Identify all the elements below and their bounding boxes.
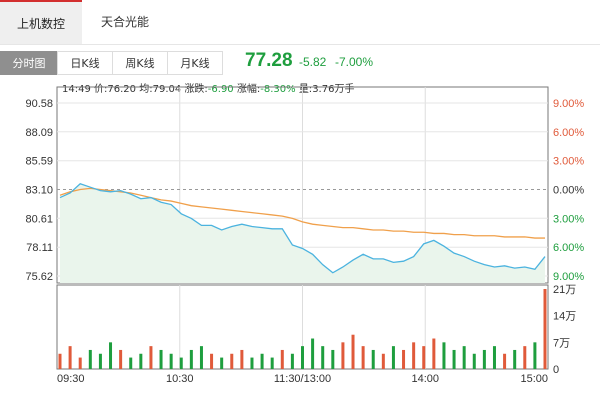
volume-tick-label: 7万	[553, 337, 570, 349]
tab-daily-k[interactable]: 日K线	[57, 51, 113, 75]
volume-bar	[503, 353, 507, 369]
avg-price-line	[59, 187, 545, 239]
volume-bar	[341, 342, 345, 369]
volume-tick-label: 14万	[553, 311, 576, 323]
y-tick-label: 88.09	[25, 127, 53, 139]
x-tick-label: 09:30	[57, 373, 85, 385]
volume-bar	[220, 357, 224, 369]
volume-bar	[351, 334, 355, 369]
info-pct-label: 涨幅:	[236, 84, 261, 95]
volume-bar	[88, 349, 92, 369]
volume-bar	[58, 353, 62, 369]
volume-bar	[169, 353, 173, 369]
volume-bar	[280, 349, 284, 369]
volume-bar	[523, 346, 527, 369]
y-tick-label: 85.59	[25, 156, 53, 168]
info-change: -6.90	[207, 84, 234, 95]
volume-tick-label: 0	[553, 364, 559, 376]
pct-tick-label: 9.00%	[553, 271, 584, 283]
tab-stock-1[interactable]: 上机数控	[0, 0, 82, 44]
price-change-pct: -7.00%	[335, 55, 374, 69]
volume-bar	[381, 353, 385, 369]
volume-bar	[462, 346, 466, 369]
timeshare-chart: 09:30 10:30 11:30/13:00 14:00 15:00 90.58 9.00…	[25, 86, 584, 385]
volume-bar	[139, 353, 143, 369]
volume-bar	[543, 289, 547, 369]
volume-bar	[179, 357, 183, 369]
volume-bar	[189, 349, 193, 369]
y-tick-label: 80.61	[25, 213, 53, 225]
pct-tick-label: 0.00%	[553, 185, 584, 197]
pct-tick-label: 6.00%	[553, 242, 584, 254]
volume-bar	[513, 349, 517, 369]
volume-bar	[331, 349, 335, 369]
y-tick-label: 75.62	[25, 271, 53, 283]
tab-monthly-k[interactable]: 月K线	[167, 51, 223, 75]
info-vol: 3.76万手	[312, 84, 355, 95]
pct-tick-label: 3.00%	[553, 213, 584, 225]
y-tick-label: 90.58	[25, 98, 53, 110]
volume-bar	[301, 346, 304, 369]
volume-bar	[119, 349, 123, 369]
volume-bar	[230, 353, 234, 369]
volume-bar	[321, 346, 325, 369]
x-tick-label: 14:00	[411, 373, 439, 385]
volume-bar	[472, 353, 476, 369]
volume-bar	[98, 353, 102, 369]
volume-bar	[210, 353, 214, 369]
volume-bar	[311, 338, 315, 369]
volume-bar	[129, 357, 133, 369]
volume-bar	[78, 357, 82, 369]
tab-timeshare[interactable]: 分时图	[0, 51, 58, 75]
volume-bar	[492, 346, 496, 369]
current-price: 77.28	[245, 50, 293, 71]
volume-bar	[412, 342, 416, 369]
volume-tick-label: 21万	[553, 284, 576, 296]
volume-bar	[109, 342, 113, 369]
pct-tick-label: 9.00%	[553, 98, 584, 110]
info-pct: -8.30%	[260, 84, 296, 95]
volume-bar	[361, 346, 365, 369]
price-change: -5.82	[299, 55, 327, 69]
volume-bar	[533, 342, 537, 369]
y-tick-label: 83.10	[25, 185, 53, 197]
volume-bar	[290, 353, 294, 369]
info-avg: 79.04	[152, 84, 182, 95]
price-area-fill	[60, 183, 545, 283]
volume-bar	[402, 349, 406, 369]
volume-bar	[250, 357, 254, 369]
pct-tick-label: 3.00%	[553, 156, 584, 168]
tab-stock-2[interactable]: 天合光能	[100, 15, 149, 29]
info-avg-label: 均:	[139, 84, 153, 95]
tab-weekly-k[interactable]: 周K线	[112, 51, 168, 75]
info-vol-label: 量:	[298, 84, 313, 95]
volume-bar	[432, 338, 436, 369]
volume-bar	[149, 346, 153, 369]
pct-tick-label: 6.00%	[553, 127, 584, 139]
info-price-label: 价:	[94, 84, 108, 95]
stock-tab-bar: 上机数控 天合光能	[0, 0, 600, 45]
volume-bar	[68, 346, 72, 369]
x-tick-label: 11:30/13:00	[274, 373, 331, 385]
volume-bar	[240, 349, 244, 369]
volume-bar	[422, 346, 426, 369]
info-time: 14:49	[62, 84, 91, 95]
volume-bar	[159, 349, 163, 369]
info-bar: 14:49 价:76.20 均:79.04 涨跌:-6.90 涨幅:-8.30%…	[62, 80, 354, 95]
volume-bar	[260, 353, 264, 369]
price-line	[59, 182, 546, 274]
x-tick-label: 10:30	[166, 373, 194, 385]
volume-bar	[199, 346, 203, 369]
volume-bar	[371, 349, 375, 369]
x-tick-label: 15:00	[520, 373, 548, 385]
info-change-label: 涨跌:	[184, 84, 208, 95]
volume-bar	[391, 346, 395, 369]
info-price: 76.20	[107, 84, 137, 95]
volume-bar	[442, 342, 446, 369]
volume-bar	[270, 357, 274, 369]
y-tick-label: 78.11	[26, 242, 53, 254]
volume-bar	[482, 349, 486, 369]
volume-bar	[452, 349, 456, 369]
